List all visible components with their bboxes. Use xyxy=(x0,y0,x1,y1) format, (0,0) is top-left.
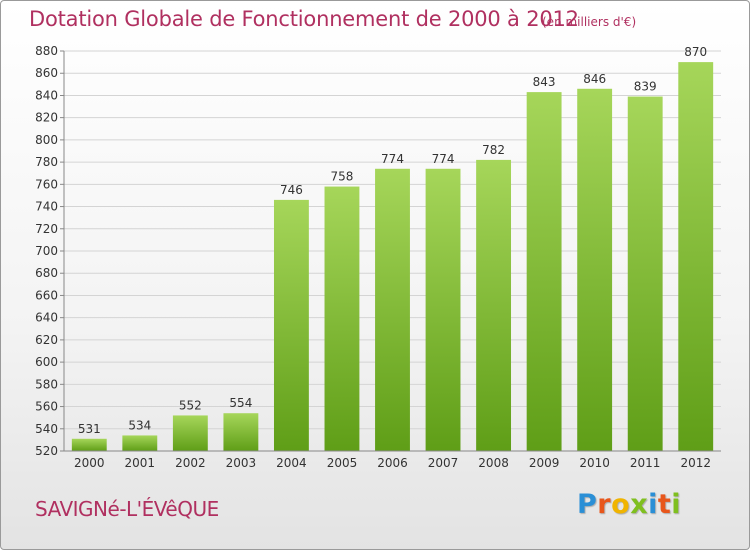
x-tick-label: 2006 xyxy=(377,456,408,470)
logo-letter: r xyxy=(597,489,612,520)
bar-value-label: 774 xyxy=(381,152,404,166)
y-tick-label: 760 xyxy=(35,177,58,191)
bar-value-label: 870 xyxy=(684,45,707,59)
bar xyxy=(476,159,512,451)
y-tick-label: 780 xyxy=(35,155,58,169)
bar-value-label: 554 xyxy=(229,396,252,410)
y-tick-label: 700 xyxy=(35,244,58,258)
bar-value-label: 531 xyxy=(78,422,101,436)
logo-letter: o xyxy=(611,489,631,520)
bar-value-label: 758 xyxy=(331,170,354,184)
proxiti-logo: Proxiti xyxy=(577,489,681,520)
bar-value-label: 552 xyxy=(179,398,202,412)
x-tick-labels: 2000 2001 2002 2003 2004 2005 2006 2007 2008 2009… xyxy=(74,456,711,470)
y-tick-label: 560 xyxy=(35,400,58,414)
logo-letter: P xyxy=(577,489,598,520)
bar xyxy=(122,435,158,451)
axes xyxy=(63,51,721,452)
y-tick-label: 880 xyxy=(35,44,58,58)
x-tick-label: 2010 xyxy=(579,456,610,470)
logo-letter: i xyxy=(671,489,682,520)
y-tick-label: 660 xyxy=(35,288,58,302)
chart-title: Dotation Globale de Fonctionnement de 20… xyxy=(29,7,579,31)
y-tick-label: 860 xyxy=(35,66,58,80)
bar-value-label: 782 xyxy=(482,143,505,157)
y-tick-label: 600 xyxy=(35,355,58,369)
y-tick-label: 640 xyxy=(35,311,58,325)
bar-value-label: 843 xyxy=(533,75,556,89)
y-tick-label: 800 xyxy=(35,133,58,147)
chart-subtitle: (en milliers d'€) xyxy=(542,15,637,29)
bars xyxy=(71,62,714,452)
y-tick-label: 820 xyxy=(35,111,58,125)
y-tick-label: 520 xyxy=(35,444,58,458)
y-tick-label: 580 xyxy=(35,377,58,391)
bar xyxy=(324,186,360,452)
logo-letter: i xyxy=(648,489,658,520)
bar xyxy=(172,415,208,451)
x-tick-label: 2000 xyxy=(74,456,105,470)
bar xyxy=(627,96,663,452)
logo-letter: x xyxy=(630,489,649,520)
y-tick-label: 620 xyxy=(35,333,58,347)
x-tick-label: 2012 xyxy=(680,456,711,470)
bar xyxy=(526,92,562,451)
bar-value-label: 534 xyxy=(128,418,151,432)
x-tick-label: 2005 xyxy=(327,456,358,470)
x-tick-label: 2002 xyxy=(175,456,206,470)
bar xyxy=(375,168,410,451)
bar xyxy=(577,88,613,452)
x-tick-label: 2001 xyxy=(125,456,156,470)
x-tick-label: 2011 xyxy=(630,456,661,470)
y-tick-label: 840 xyxy=(35,88,58,102)
y-tick-label: 540 xyxy=(35,422,58,436)
bar xyxy=(223,413,259,451)
bar-value-label: 746 xyxy=(280,183,303,197)
bar xyxy=(678,62,714,451)
x-tick-label: 2004 xyxy=(276,456,307,470)
bar-value-label: 839 xyxy=(634,80,657,94)
x-tick-label: 2003 xyxy=(226,456,257,470)
y-tick-label: 720 xyxy=(35,222,58,236)
y-tick-label: 680 xyxy=(35,266,58,280)
x-tick-label: 2008 xyxy=(478,456,509,470)
x-tick-label: 2009 xyxy=(529,456,560,470)
bar xyxy=(71,438,107,451)
bar xyxy=(425,168,461,451)
bar-value-labels: 531 534 552 554 746 758 774 774 782 843 846 839 870 xyxy=(78,45,707,436)
y-tick-labels: 520 540 560 580 600 620 640 660 680 700 720 740 760 7… xyxy=(35,44,64,458)
place-name: SAVIGNé-L'ÉVêQUE xyxy=(35,497,219,521)
x-tick-label: 2007 xyxy=(428,456,459,470)
bar-value-label: 774 xyxy=(432,152,455,166)
bar xyxy=(273,199,309,451)
logo-letter: t xyxy=(657,489,672,520)
bar-value-label: 846 xyxy=(583,72,606,86)
y-tick-label: 740 xyxy=(35,200,58,214)
